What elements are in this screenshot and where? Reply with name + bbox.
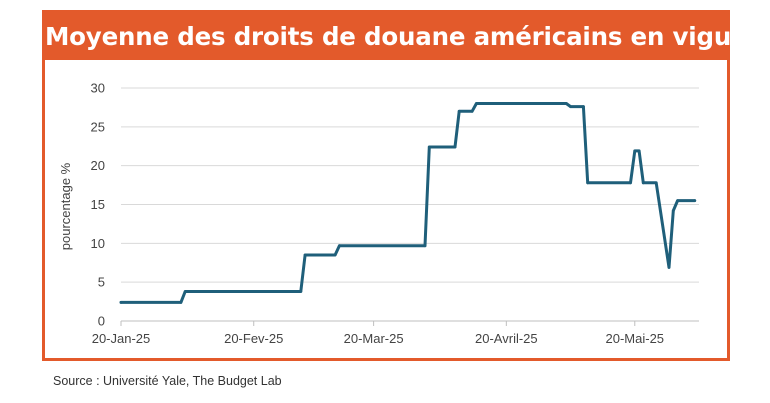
data-point — [453, 145, 457, 149]
data-point — [183, 290, 187, 293]
x-tick-label: 20-Avril-25 — [475, 331, 538, 346]
data-point — [564, 102, 568, 105]
x-tick-label: 20-Fev-25 — [224, 331, 283, 346]
x-axis-ticks: 20-Jan-25 20-Fev-25 20-Mar-25 20-Avril-25 20… — [92, 321, 664, 346]
x-tick-label: 20-Mar-25 — [344, 331, 404, 346]
x-tick-label: 20-Mai-25 — [606, 331, 665, 346]
y-axis-ticks: 0 5 10 15 20 25 30 — [91, 81, 105, 329]
y-tick-label: 10 — [91, 236, 105, 251]
data-point — [676, 199, 679, 203]
y-axis-title: pourcentage % — [58, 162, 73, 250]
x-tick-label: 20-Jan-25 — [92, 331, 151, 346]
data-point — [693, 199, 697, 203]
data-point — [470, 109, 474, 113]
data-point — [303, 253, 307, 257]
data-point — [299, 290, 303, 293]
data-point — [427, 145, 431, 149]
data-point — [633, 149, 637, 153]
data-point — [333, 253, 337, 257]
y-tick-label: 5 — [98, 275, 105, 290]
data-point — [637, 149, 641, 153]
data-point — [179, 301, 183, 304]
source-note: Source : Université Yale, The Budget Lab — [53, 374, 282, 388]
y-tick-label: 25 — [91, 119, 105, 134]
y-tick-label: 20 — [91, 158, 105, 173]
data-point — [629, 181, 632, 185]
grid-lines — [121, 87, 699, 322]
data-point — [338, 244, 341, 248]
y-tick-label: 0 — [98, 314, 105, 329]
data-point — [654, 181, 658, 185]
y-tick-label: 15 — [91, 197, 105, 212]
series-layer — [119, 102, 697, 304]
series-line — [119, 102, 697, 304]
data-point — [119, 301, 123, 304]
chart-title: Moyenne des droits de douane américains … — [45, 13, 770, 60]
data-point — [586, 181, 590, 185]
data-point — [457, 109, 461, 113]
data-point — [641, 181, 645, 185]
y-tick-label: 30 — [91, 81, 105, 96]
data-point — [582, 105, 585, 108]
data-point — [423, 244, 427, 248]
data-point — [671, 209, 675, 213]
data-point — [569, 105, 572, 108]
data-point — [475, 102, 478, 105]
data-point — [667, 266, 671, 269]
